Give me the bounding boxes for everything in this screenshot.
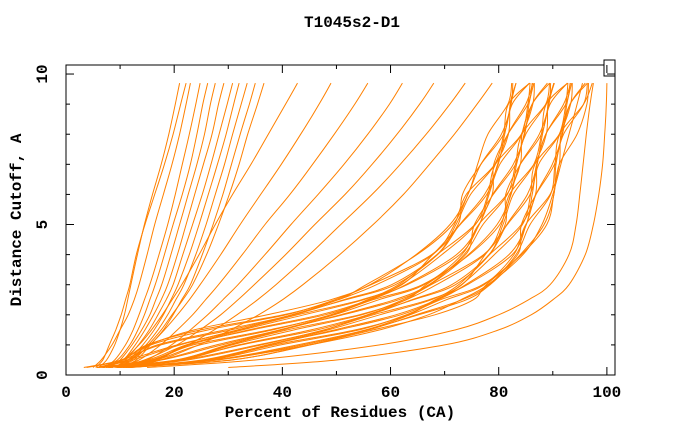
y-tick-label: 10 <box>34 64 52 83</box>
model-curve <box>122 82 403 368</box>
y-tick-label: 0 <box>34 370 52 380</box>
model-curve <box>109 82 216 368</box>
y-tick-label: 5 <box>34 220 52 230</box>
model-curve <box>96 82 534 368</box>
model-curve <box>128 82 466 368</box>
model-curve <box>114 82 234 368</box>
model-curve <box>127 82 588 368</box>
model-curve <box>100 82 209 368</box>
x-tick-label: 40 <box>273 384 292 402</box>
x-axis-label: Percent of Residues (CA) <box>225 404 455 422</box>
model-curve <box>103 83 551 368</box>
x-tick-label: 20 <box>165 384 184 402</box>
model-curve <box>86 83 514 368</box>
model-curve <box>116 82 568 368</box>
model-curve <box>130 82 583 368</box>
model-curve <box>98 83 181 368</box>
model-curve <box>106 82 298 368</box>
model-curve <box>105 83 552 368</box>
model-curve <box>117 82 555 368</box>
x-tick-label: 80 <box>489 384 508 402</box>
x-tick-label: 0 <box>61 384 71 402</box>
y-axis-label: Distance Cutoff, A <box>8 133 26 306</box>
model-curve <box>117 82 435 368</box>
plot-title: T1045s2-D1 <box>304 14 400 32</box>
x-tick-label: 100 <box>592 384 621 402</box>
model-curve <box>228 83 608 368</box>
model-curve <box>102 82 530 368</box>
model-curve <box>114 82 265 368</box>
model-curve <box>108 82 550 368</box>
model-curve <box>92 83 191 368</box>
model-curve <box>147 83 594 368</box>
model-curve <box>129 83 569 368</box>
model-curve <box>98 82 517 368</box>
model-curve <box>118 82 555 368</box>
x-tick-label: 60 <box>381 384 400 402</box>
model-curve <box>111 82 240 368</box>
model-curve <box>95 82 187 368</box>
model-curve <box>122 82 568 368</box>
model-curve <box>109 83 531 368</box>
prediction-curves <box>83 82 608 368</box>
model-curve <box>103 83 201 368</box>
model-curve <box>108 82 535 368</box>
axes-frame: 0 20 40 60 80 100 0 5 10 <box>34 59 621 402</box>
model-curve <box>125 82 493 368</box>
model-curve <box>103 82 225 368</box>
model-curve <box>101 82 555 368</box>
legend-key-box <box>603 59 616 77</box>
plot-frame <box>65 64 616 376</box>
model-curve <box>99 82 517 368</box>
